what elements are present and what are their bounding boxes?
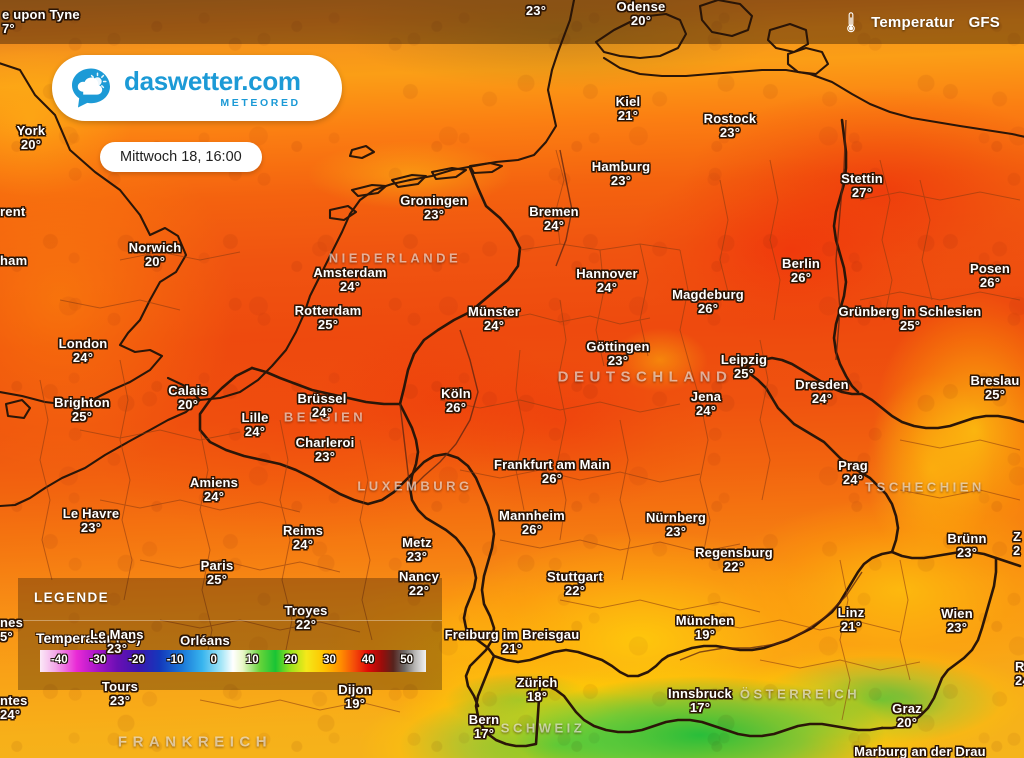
forecast-timestamp-pill[interactable]: Mittwoch 18, 16:00 [100,142,262,172]
colorbar-tick: 10 [245,654,259,666]
colorbar-tick: 40 [361,654,375,666]
colorbar-tick: 20 [284,654,298,666]
map-toolbar[interactable]: Temperatur GFS [0,0,1024,44]
colorbar-tick: 0 [210,654,217,666]
cloud-sun-chat-icon [70,67,112,109]
model-label[interactable]: GFS [968,13,1000,31]
brand-name: daswetter.com [124,65,301,96]
colorbar-tick: 30 [323,654,336,666]
brand-logo[interactable]: daswetter.com METEORED [52,55,342,121]
forecast-timestamp: Mittwoch 18, 16:00 [120,149,242,165]
brand-tagline: METEORED [220,96,301,109]
temperature-colorbar [40,650,426,672]
colorbar-tick: -40 [50,654,68,666]
colorbar-tick: 50 [400,654,414,666]
legend-panel: LEGENDE Temperatur (°C) -40 -30 -20 -10 0 10 2… [18,578,442,690]
colorbar-tick: -10 [166,654,184,666]
parameter-label[interactable]: Temperatur [871,13,955,31]
thermometer-icon [845,11,857,33]
legend-divider [18,620,442,621]
colorbar-tick: -30 [89,654,107,666]
colorbar-tick: -20 [128,654,145,666]
legend-title: LEGENDE [34,590,110,605]
legend-unit-label: Temperatur (°C) [36,630,141,646]
